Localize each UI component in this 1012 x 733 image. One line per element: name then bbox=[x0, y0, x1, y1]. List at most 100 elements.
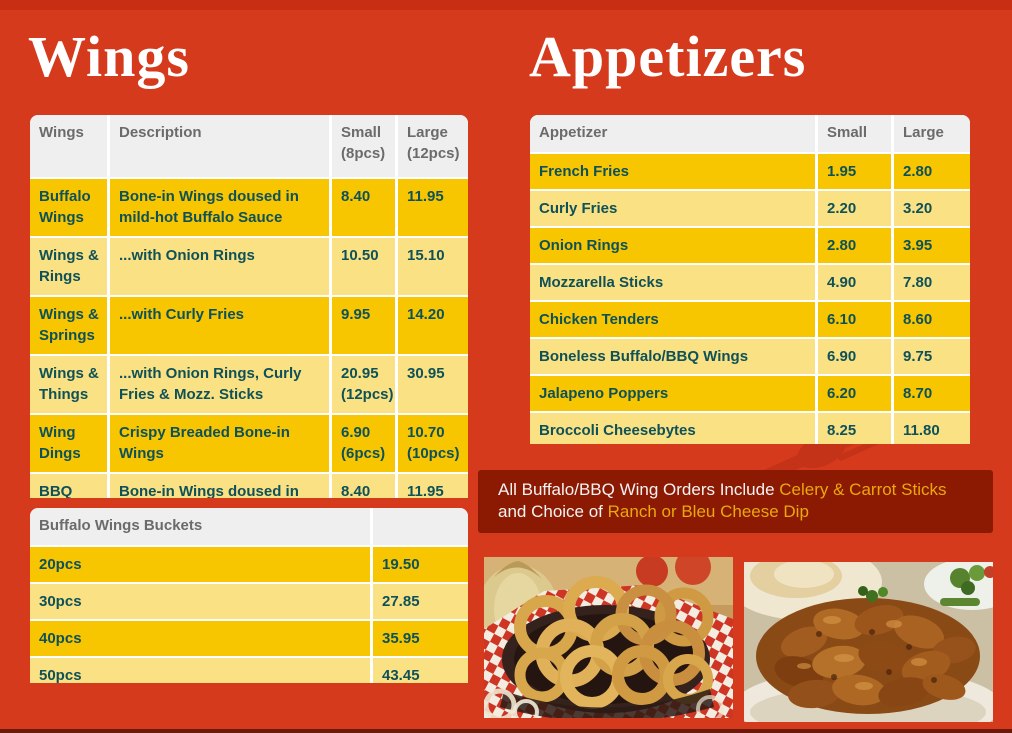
buckets-price-table: Buffalo Wings Buckets 20pcs 19.50 30pcs 27.… bbox=[30, 508, 468, 683]
banner-text: All Buffalo/BBQ Wing Orders Include bbox=[498, 480, 780, 499]
column-header: Small (8pcs) bbox=[332, 115, 398, 177]
appetizers-section-title: Appetizers bbox=[529, 24, 807, 89]
table-cell: 9.95 bbox=[332, 295, 398, 354]
table-row: Curly Fries 2.20 3.20 bbox=[530, 189, 970, 226]
garnish bbox=[858, 586, 888, 602]
chicken-wings-photo bbox=[744, 562, 993, 722]
table-row: 40pcs 35.95 bbox=[30, 619, 468, 656]
column-header: Buffalo Wings Buckets bbox=[30, 508, 373, 545]
table-cell: 2.20 bbox=[818, 189, 894, 226]
table-row: Wing Dings Crispy Breaded Bone-in Wings 6.… bbox=[30, 413, 468, 472]
table-row: Onion Rings 2.80 3.95 bbox=[530, 226, 970, 263]
table-cell: French Fries bbox=[530, 152, 818, 189]
column-header: Wings bbox=[30, 115, 110, 177]
banner-highlight-text: Ranch or Bleu Cheese Dip bbox=[607, 502, 809, 521]
column-header: Large bbox=[894, 115, 970, 152]
table-cell: 10.70 (10pcs) bbox=[398, 413, 468, 472]
table-cell: ...with Curly Fries bbox=[110, 295, 332, 354]
table-cell: 15.10 bbox=[398, 236, 468, 295]
appetizers-price-table: Appetizer Small Large French Fries 1.95 2.… bbox=[530, 115, 970, 444]
table-cell: 2.80 bbox=[818, 226, 894, 263]
table-cell: 35.95 bbox=[373, 619, 468, 656]
table-cell: 6.20 bbox=[818, 374, 894, 411]
table-cell: Jalapeno Poppers bbox=[530, 374, 818, 411]
table-row: Wings & Rings ...with Onion Rings 10.50 15.… bbox=[30, 236, 468, 295]
table-row: 30pcs 27.85 bbox=[30, 582, 468, 619]
table-cell: Curly Fries bbox=[530, 189, 818, 226]
table-cell: Mozzarella Sticks bbox=[530, 263, 818, 300]
table-cell: 8.40 bbox=[332, 472, 398, 498]
table-cell: 30pcs bbox=[30, 582, 373, 619]
wings-section-title: Wings bbox=[28, 24, 190, 89]
table-cell: Buffalo Wings bbox=[30, 177, 110, 236]
table-cell: Chicken Tenders bbox=[530, 300, 818, 337]
table-cell: 8.60 bbox=[894, 300, 970, 337]
table-row: 20pcs 19.50 bbox=[30, 545, 468, 582]
table-cell: Wings & Things bbox=[30, 354, 110, 413]
table-cell: 20.95 (12pcs) bbox=[332, 354, 398, 413]
table-cell: Onion Rings bbox=[530, 226, 818, 263]
bottom-edge-strip bbox=[0, 729, 1012, 733]
column-header: Large (12pcs) bbox=[398, 115, 468, 177]
buckets-table-header-row: Buffalo Wings Buckets bbox=[30, 508, 468, 545]
table-cell: 1.95 bbox=[818, 152, 894, 189]
table-cell: Wings & Springs bbox=[30, 295, 110, 354]
table-cell: 27.85 bbox=[373, 582, 468, 619]
table-cell: ...with Onion Rings bbox=[110, 236, 332, 295]
table-cell: Boneless Buffalo/BBQ Wings bbox=[530, 337, 818, 374]
table-cell: 11.95 bbox=[398, 177, 468, 236]
table-cell: 8.70 bbox=[894, 374, 970, 411]
banner-line-1: All Buffalo/BBQ Wing Orders Include Cele… bbox=[498, 479, 979, 501]
table-cell: 19.50 bbox=[373, 545, 468, 582]
table-row: Chicken Tenders 6.10 8.60 bbox=[530, 300, 970, 337]
wings-price-table: Wings Description Small (8pcs) Large (12… bbox=[30, 115, 468, 498]
table-cell: 3.20 bbox=[894, 189, 970, 226]
table-row: Jalapeno Poppers 6.20 8.70 bbox=[530, 374, 970, 411]
table-cell: Bone-in Wings doused in bbox=[110, 472, 332, 498]
wing-orders-info-banner: All Buffalo/BBQ Wing Orders Include Cele… bbox=[478, 470, 993, 533]
column-header: Appetizer bbox=[530, 115, 818, 152]
table-cell: Wings & Rings bbox=[30, 236, 110, 295]
table-cell: 20pcs bbox=[30, 545, 373, 582]
column-header: Description bbox=[110, 115, 332, 177]
table-cell: Broccoli Cheesebytes bbox=[530, 411, 818, 444]
table-cell: Crispy Breaded Bone-in Wings bbox=[110, 413, 332, 472]
table-cell: 7.80 bbox=[894, 263, 970, 300]
banner-highlight-text: Celery & Carrot Sticks bbox=[779, 480, 947, 499]
table-cell: 30.95 bbox=[398, 354, 468, 413]
table-row: French Fries 1.95 2.80 bbox=[530, 152, 970, 189]
table-cell: 6.90 (6pcs) bbox=[332, 413, 398, 472]
table-cell: 9.75 bbox=[894, 337, 970, 374]
table-cell: 43.45 bbox=[373, 656, 468, 683]
table-row: BBQ Bone-in Wings doused in 8.40 11.95 bbox=[30, 472, 468, 498]
table-cell: BBQ bbox=[30, 472, 110, 498]
top-edge-strip bbox=[0, 0, 1012, 10]
banner-text: and Choice of bbox=[498, 502, 608, 521]
table-cell: 40pcs bbox=[30, 619, 373, 656]
table-cell: 2.80 bbox=[894, 152, 970, 189]
table-row: Wings & Springs ...with Curly Fries 9.95 14… bbox=[30, 295, 468, 354]
table-row: 50pcs 43.45 bbox=[30, 656, 468, 683]
table-row: Mozzarella Sticks 4.90 7.80 bbox=[530, 263, 970, 300]
table-cell: 14.20 bbox=[398, 295, 468, 354]
table-cell: 6.10 bbox=[818, 300, 894, 337]
column-header bbox=[373, 508, 468, 545]
table-cell: 4.90 bbox=[818, 263, 894, 300]
table-row: Boneless Buffalo/BBQ Wings 6.90 9.75 bbox=[530, 337, 970, 374]
table-cell: 8.25 bbox=[818, 411, 894, 444]
table-cell: 50pcs bbox=[30, 656, 373, 683]
table-cell: 11.95 bbox=[398, 472, 468, 498]
table-cell: 10.50 bbox=[332, 236, 398, 295]
table-row: Buffalo Wings Bone-in Wings doused in mil… bbox=[30, 177, 468, 236]
table-cell: 11.80 bbox=[894, 411, 970, 444]
table-cell: Wing Dings bbox=[30, 413, 110, 472]
table-cell: Bone-in Wings doused in mild-hot Buffalo… bbox=[110, 177, 332, 236]
onion-rings-photo bbox=[484, 557, 733, 718]
column-header: Small bbox=[818, 115, 894, 152]
table-cell: 6.90 bbox=[818, 337, 894, 374]
table-cell: ...with Onion Rings, Curly Fries & Mozz.… bbox=[110, 354, 332, 413]
table-cell: 3.95 bbox=[894, 226, 970, 263]
table-cell: 8.40 bbox=[332, 177, 398, 236]
table-row: Broccoli Cheesebytes 8.25 11.80 bbox=[530, 411, 970, 444]
